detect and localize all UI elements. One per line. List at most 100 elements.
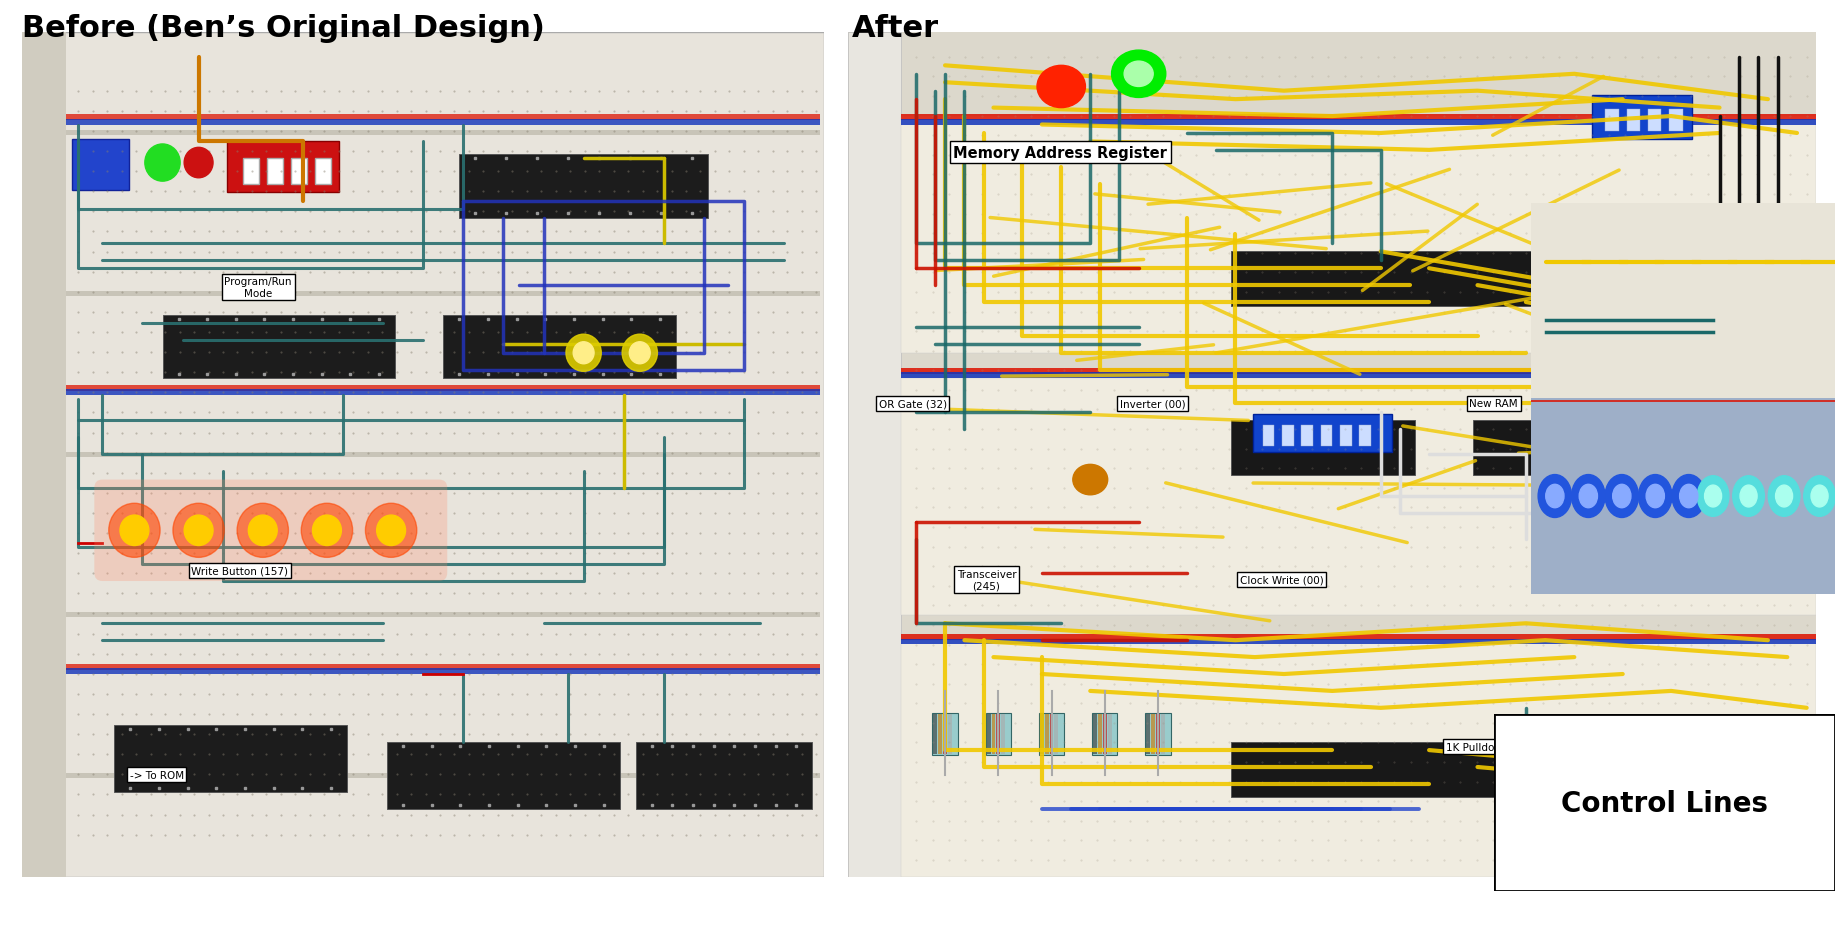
FancyBboxPatch shape — [1230, 421, 1414, 476]
Circle shape — [573, 342, 594, 365]
Bar — [1531, 204, 1835, 399]
Bar — [66, 664, 821, 670]
Bar — [1055, 714, 1058, 754]
Circle shape — [1733, 476, 1765, 517]
Bar — [902, 640, 1816, 877]
Circle shape — [1125, 62, 1152, 87]
Bar — [243, 159, 258, 185]
Text: Memory Address Register: Memory Address Register — [953, 146, 1167, 161]
Text: -> To ROM: -> To ROM — [129, 770, 184, 780]
Circle shape — [184, 148, 214, 178]
Bar — [1341, 425, 1352, 446]
Circle shape — [301, 504, 352, 558]
Circle shape — [1073, 465, 1108, 496]
Bar — [66, 390, 821, 395]
Circle shape — [1768, 476, 1800, 517]
Circle shape — [1578, 484, 1597, 509]
FancyBboxPatch shape — [1531, 204, 1835, 594]
Bar — [66, 773, 821, 779]
Bar — [1108, 714, 1112, 754]
FancyBboxPatch shape — [1230, 252, 1578, 307]
Bar — [902, 368, 1816, 375]
Circle shape — [566, 335, 601, 372]
Bar — [66, 120, 821, 125]
Bar — [1649, 110, 1661, 132]
Circle shape — [1614, 484, 1630, 509]
Bar — [66, 452, 821, 458]
Circle shape — [184, 516, 214, 546]
FancyBboxPatch shape — [1230, 741, 1578, 797]
FancyBboxPatch shape — [1617, 741, 1802, 797]
FancyBboxPatch shape — [987, 713, 1011, 755]
Bar — [1263, 425, 1274, 446]
Circle shape — [1673, 475, 1706, 518]
Circle shape — [1112, 51, 1165, 98]
Bar — [1320, 425, 1331, 446]
FancyBboxPatch shape — [636, 741, 811, 809]
Text: 1K Pulldown Resistors: 1K Pulldown Resistors — [1446, 742, 1560, 752]
FancyBboxPatch shape — [387, 741, 620, 809]
Circle shape — [1803, 476, 1835, 517]
Bar — [1626, 110, 1639, 132]
FancyBboxPatch shape — [1252, 415, 1392, 452]
Text: Control Lines: Control Lines — [1560, 789, 1768, 817]
Bar — [987, 714, 990, 754]
Bar — [948, 714, 952, 754]
Text: Inverter (00): Inverter (00) — [1119, 399, 1186, 408]
Bar — [992, 714, 996, 754]
Circle shape — [1704, 485, 1722, 508]
Circle shape — [1776, 485, 1792, 508]
Circle shape — [629, 342, 651, 365]
Bar — [1147, 714, 1151, 754]
FancyBboxPatch shape — [933, 713, 957, 755]
Circle shape — [621, 335, 658, 372]
Bar — [996, 714, 999, 754]
Circle shape — [1571, 475, 1604, 518]
FancyBboxPatch shape — [459, 155, 708, 218]
Bar — [1531, 400, 1835, 403]
Bar — [902, 635, 1816, 640]
Bar — [1046, 714, 1049, 754]
Circle shape — [146, 145, 181, 182]
Bar — [1001, 714, 1005, 754]
Bar — [66, 115, 821, 122]
Circle shape — [1639, 475, 1673, 518]
FancyBboxPatch shape — [162, 316, 395, 379]
Circle shape — [1741, 485, 1757, 508]
Bar — [848, 32, 902, 877]
Bar — [902, 117, 1816, 354]
Circle shape — [312, 516, 341, 546]
Bar — [22, 32, 66, 877]
Circle shape — [1647, 484, 1665, 509]
FancyBboxPatch shape — [1038, 713, 1064, 755]
Bar — [942, 714, 948, 754]
Bar — [1040, 714, 1044, 754]
Bar — [902, 638, 1816, 645]
Circle shape — [1604, 475, 1639, 518]
FancyBboxPatch shape — [94, 480, 448, 581]
Bar — [66, 291, 821, 297]
Text: Before (Ben’s Original Design): Before (Ben’s Original Design) — [22, 14, 546, 43]
Circle shape — [109, 504, 160, 558]
Circle shape — [1538, 475, 1571, 518]
Circle shape — [1036, 66, 1086, 109]
Text: Program/Run
Mode: Program/Run Mode — [225, 277, 291, 299]
FancyBboxPatch shape — [1145, 713, 1171, 755]
FancyBboxPatch shape — [1494, 715, 1835, 891]
Bar — [902, 120, 1816, 125]
Bar — [267, 159, 282, 185]
Circle shape — [376, 516, 406, 546]
Text: OR Gate (32): OR Gate (32) — [880, 399, 946, 408]
FancyBboxPatch shape — [227, 142, 339, 193]
Text: New RAM: New RAM — [1470, 399, 1518, 408]
Bar — [1097, 714, 1103, 754]
Bar — [1606, 110, 1619, 132]
FancyBboxPatch shape — [22, 32, 824, 877]
FancyBboxPatch shape — [848, 32, 1816, 877]
FancyBboxPatch shape — [443, 316, 677, 379]
Bar — [66, 612, 821, 618]
Circle shape — [1811, 485, 1827, 508]
Circle shape — [1696, 476, 1730, 517]
FancyBboxPatch shape — [1092, 713, 1117, 755]
Text: Transceiver
(245): Transceiver (245) — [957, 569, 1016, 591]
